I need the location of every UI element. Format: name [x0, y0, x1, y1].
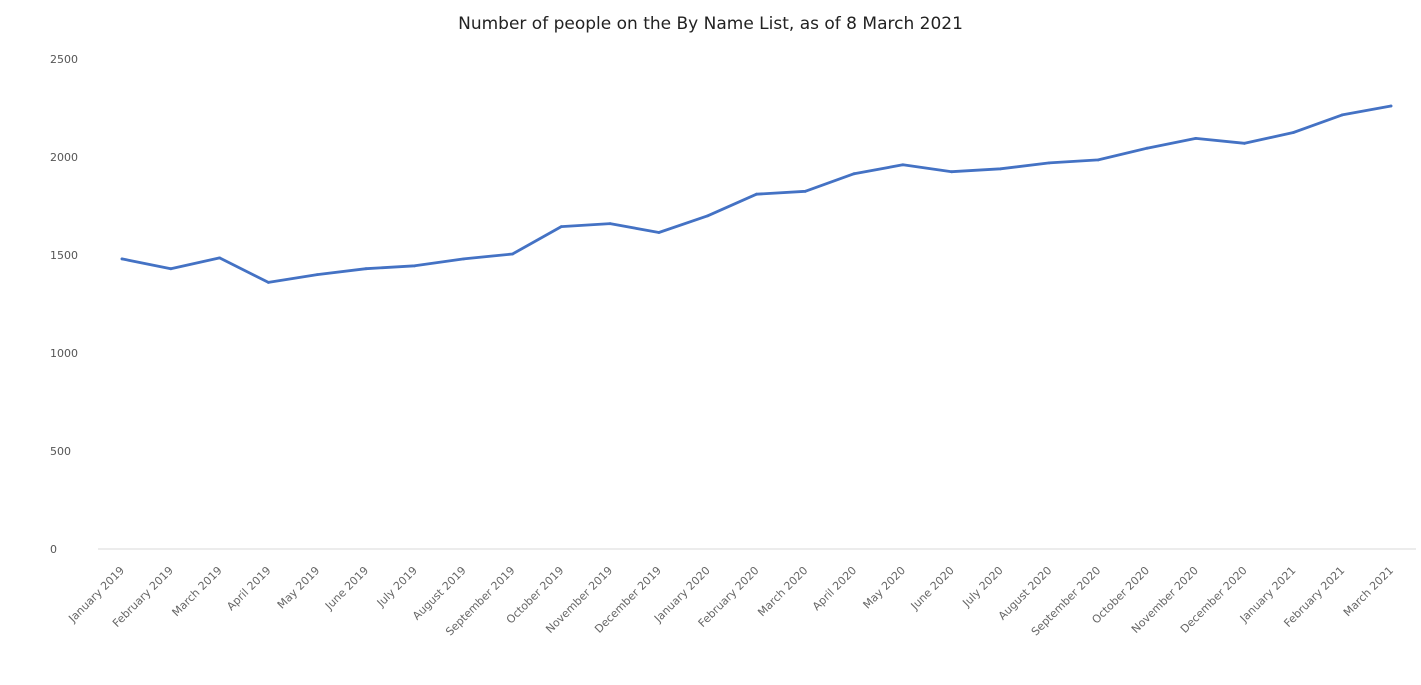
x-tick-label: July 2019 [374, 564, 420, 610]
x-tick-label: March 2020 [755, 564, 810, 619]
data-point [1047, 161, 1051, 165]
data-point [1243, 141, 1246, 145]
data-point [755, 192, 758, 196]
x-tick-label: March 2019 [170, 564, 225, 619]
data-point [852, 172, 856, 176]
x-tick-label: April 2019 [224, 564, 273, 613]
data-point [511, 252, 514, 256]
y-tick-label: 2000 [50, 151, 78, 164]
y-axis: 0 500 1000 1500 2000 2500 [50, 53, 78, 556]
data-point [1096, 158, 1100, 162]
data-point [901, 163, 905, 167]
y-tick-label: 1500 [50, 249, 78, 262]
y-tick-label: 1000 [50, 347, 78, 360]
x-tick-label: May 2019 [275, 564, 323, 612]
y-tick-label: 500 [50, 445, 71, 458]
series-layer [120, 104, 1393, 284]
data-point [364, 267, 368, 271]
x-tick-label: June 2020 [908, 564, 957, 613]
data-point [169, 267, 173, 271]
data-point [267, 281, 270, 284]
x-tick-label: July 2020 [959, 564, 1005, 610]
data-point [999, 167, 1002, 171]
y-tick-label: 0 [50, 543, 57, 556]
chart-title: Number of people on the By Name List, as… [458, 14, 963, 34]
y-tick-label: 2500 [50, 53, 78, 66]
data-point [462, 257, 466, 261]
data-point [608, 222, 612, 226]
data-point [1389, 104, 1393, 108]
x-tick-label: May 2020 [861, 564, 909, 612]
x-tick-label: March 2021 [1341, 564, 1396, 619]
data-point [315, 273, 319, 276]
data-point [950, 170, 954, 174]
data-point [706, 214, 710, 218]
data-point [657, 231, 661, 234]
data-point [1145, 146, 1149, 150]
data-point [1194, 137, 1198, 140]
data-point [1292, 131, 1295, 134]
data-point [1340, 113, 1344, 117]
data-point [120, 257, 124, 261]
data-point [218, 256, 222, 260]
data-point [559, 225, 563, 229]
data-point [413, 264, 417, 268]
x-tick-label: June 2019 [322, 564, 371, 613]
x-tick-label: April 2020 [810, 564, 859, 613]
data-point [803, 189, 807, 193]
